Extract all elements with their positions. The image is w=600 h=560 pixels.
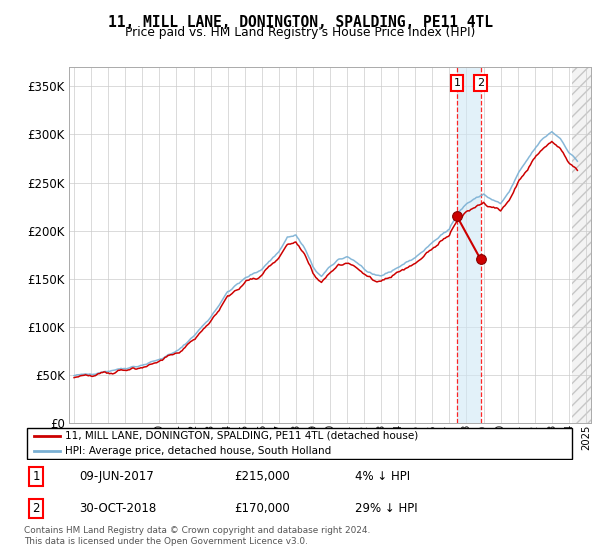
Text: 11, MILL LANE, DONINGTON, SPALDING, PE11 4TL: 11, MILL LANE, DONINGTON, SPALDING, PE11…	[107, 15, 493, 30]
Text: 4% ↓ HPI: 4% ↓ HPI	[355, 470, 410, 483]
Bar	[457, 67, 481, 423]
Text: 2: 2	[32, 502, 40, 515]
FancyBboxPatch shape	[27, 428, 572, 459]
Text: Contains HM Land Registry data © Crown copyright and database right 2024.
This d: Contains HM Land Registry data © Crown c…	[24, 526, 370, 546]
Text: HPI: Average price, detached house, South Holland: HPI: Average price, detached house, Sout…	[65, 446, 332, 456]
Text: 29% ↓ HPI: 29% ↓ HPI	[355, 502, 418, 515]
Bar	[572, 67, 591, 423]
Text: 30-OCT-2018: 30-OCT-2018	[79, 502, 157, 515]
Text: 1: 1	[454, 78, 460, 88]
Text: 11, MILL LANE, DONINGTON, SPALDING, PE11 4TL (detached house): 11, MILL LANE, DONINGTON, SPALDING, PE11…	[65, 431, 419, 441]
Text: 1: 1	[32, 470, 40, 483]
Text: 09-JUN-2017: 09-JUN-2017	[79, 470, 154, 483]
Text: £215,000: £215,000	[234, 470, 290, 483]
Text: Price paid vs. HM Land Registry's House Price Index (HPI): Price paid vs. HM Land Registry's House …	[125, 26, 475, 39]
Text: 2: 2	[477, 78, 484, 88]
Text: £170,000: £170,000	[234, 502, 290, 515]
Bar	[572, 67, 591, 423]
